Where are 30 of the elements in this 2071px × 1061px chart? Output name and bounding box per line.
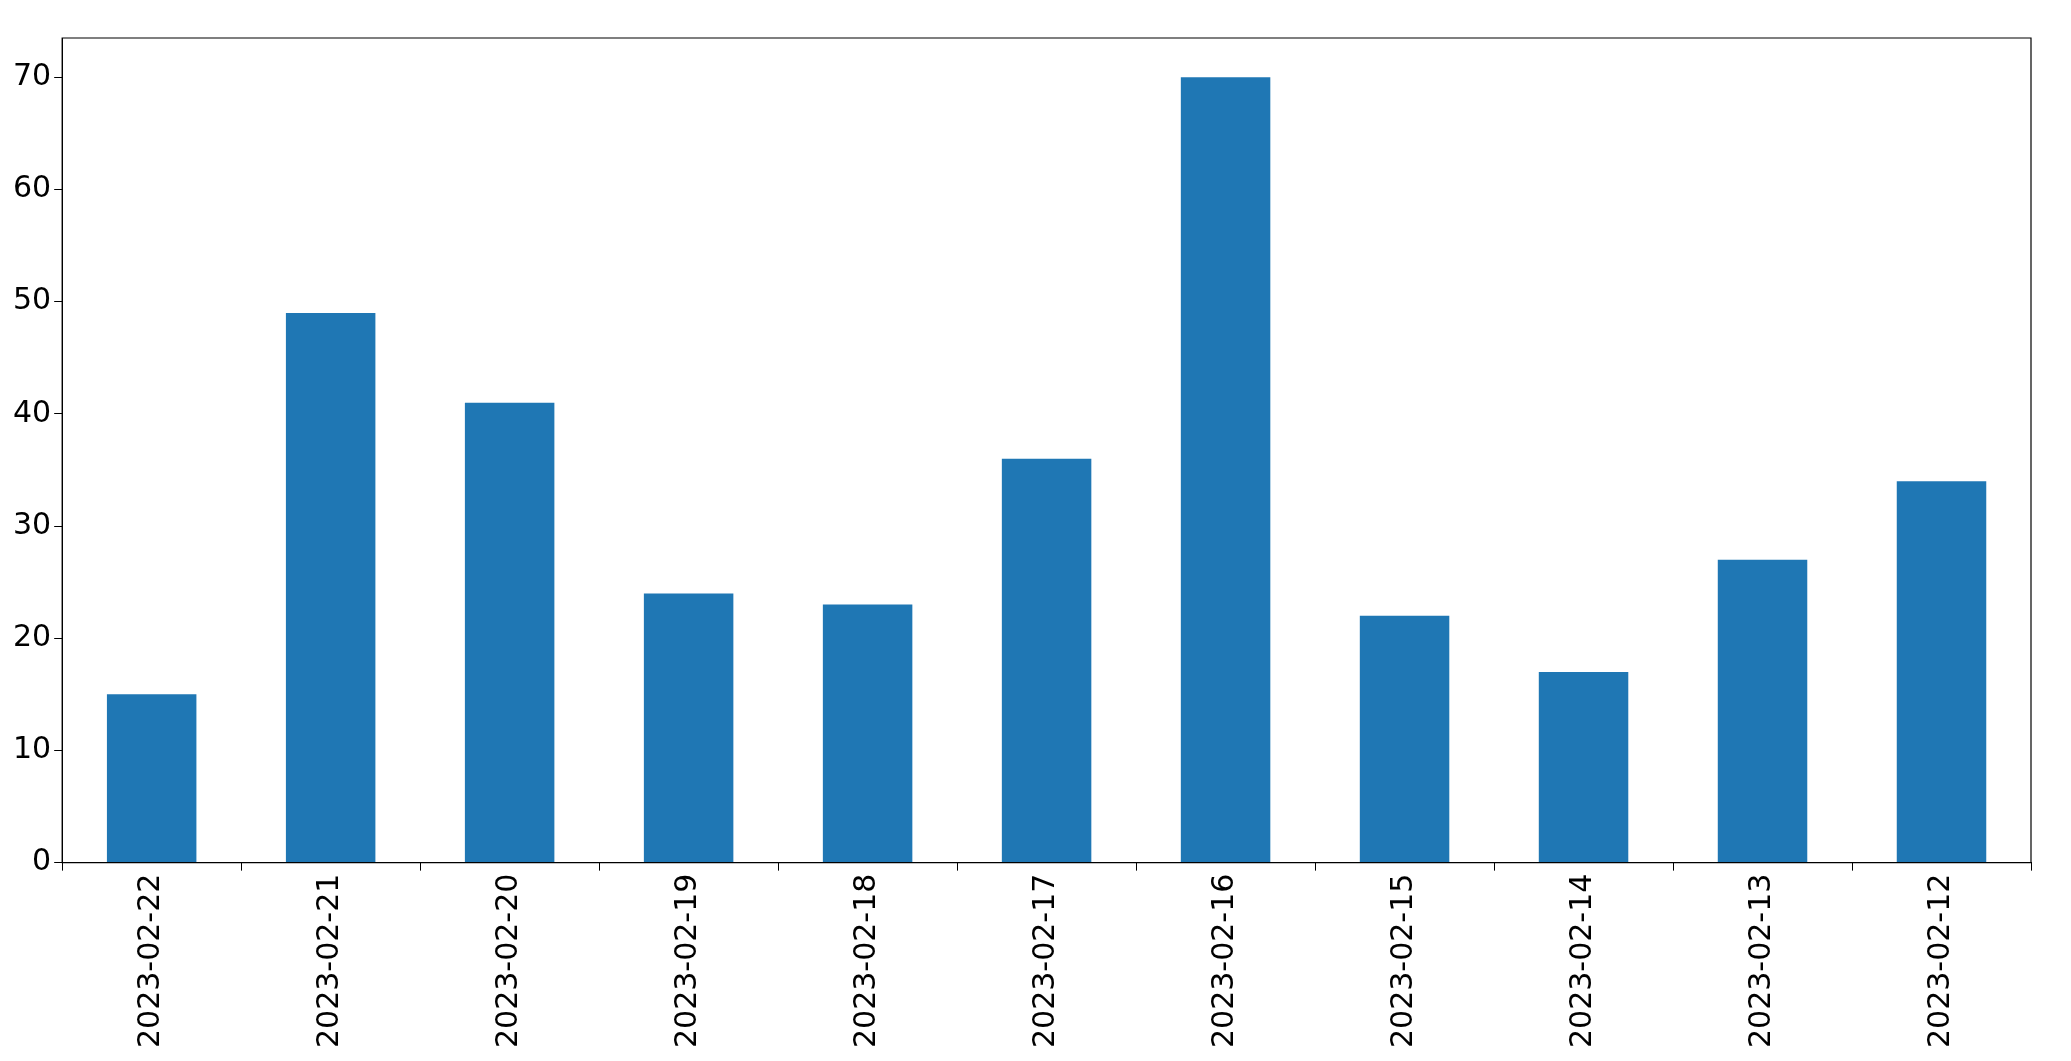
y-tick-label: 70 bbox=[12, 57, 52, 93]
x-tick-label: 2023-02-18 bbox=[847, 873, 883, 1049]
y-tick-label: 60 bbox=[12, 169, 52, 205]
y-tick-label: 0 bbox=[32, 842, 52, 878]
y-tick-label: 20 bbox=[12, 618, 52, 654]
x-tick-label: 2023-02-14 bbox=[1563, 873, 1599, 1049]
x-tick-label: 2023-02-15 bbox=[1384, 873, 1420, 1049]
bar bbox=[1896, 481, 1987, 863]
x-tick-label: 2023-02-13 bbox=[1742, 873, 1778, 1049]
y-tick-label: 40 bbox=[12, 393, 52, 429]
bar bbox=[106, 694, 197, 863]
x-tick-label: 2023-02-22 bbox=[131, 873, 167, 1049]
y-tick-label: 10 bbox=[12, 730, 52, 766]
x-tick-label: 2023-02-21 bbox=[310, 873, 346, 1049]
bar bbox=[464, 402, 555, 863]
bar bbox=[1717, 559, 1808, 863]
x-tick-label: 2023-02-20 bbox=[489, 873, 525, 1049]
x-tick-label: 2023-02-16 bbox=[1205, 873, 1241, 1049]
bar bbox=[643, 593, 734, 863]
bar bbox=[285, 312, 376, 863]
x-tick-label: 2023-02-19 bbox=[668, 873, 704, 1049]
bar bbox=[1359, 615, 1450, 863]
bar bbox=[1180, 77, 1271, 863]
y-tick-label: 30 bbox=[12, 505, 52, 541]
y-tick-label: 50 bbox=[12, 281, 52, 317]
bar bbox=[1001, 458, 1092, 863]
bar bbox=[1538, 671, 1629, 863]
x-tick-label: 2023-02-12 bbox=[1921, 873, 1957, 1049]
bar bbox=[822, 604, 913, 863]
x-tick-label: 2023-02-17 bbox=[1026, 873, 1062, 1049]
